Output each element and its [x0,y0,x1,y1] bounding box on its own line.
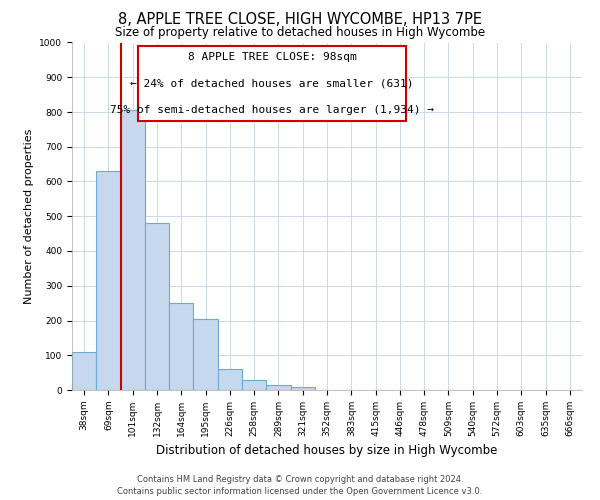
Bar [145,223,169,390]
Text: Size of property relative to detached houses in High Wycombe: Size of property relative to detached ho… [115,26,485,39]
X-axis label: Distribution of detached houses by size in High Wycombe: Distribution of detached houses by size … [157,444,497,458]
Bar [169,303,193,390]
Bar [96,171,121,390]
Text: 75% of semi-detached houses are larger (1,934) →: 75% of semi-detached houses are larger (… [110,105,434,115]
Bar [193,319,218,390]
Y-axis label: Number of detached properties: Number of detached properties [24,128,34,304]
Bar [72,352,96,390]
Bar [266,385,290,390]
Bar [218,369,242,390]
Text: Contains HM Land Registry data © Crown copyright and database right 2024.
Contai: Contains HM Land Registry data © Crown c… [118,474,482,496]
Text: ← 24% of detached houses are smaller (631): ← 24% of detached houses are smaller (63… [130,78,414,88]
Bar [121,110,145,390]
Bar [242,380,266,390]
Text: 8 APPLE TREE CLOSE: 98sqm: 8 APPLE TREE CLOSE: 98sqm [188,52,356,62]
Text: 8, APPLE TREE CLOSE, HIGH WYCOMBE, HP13 7PE: 8, APPLE TREE CLOSE, HIGH WYCOMBE, HP13 … [118,12,482,28]
Bar [290,386,315,390]
FancyBboxPatch shape [139,46,406,120]
